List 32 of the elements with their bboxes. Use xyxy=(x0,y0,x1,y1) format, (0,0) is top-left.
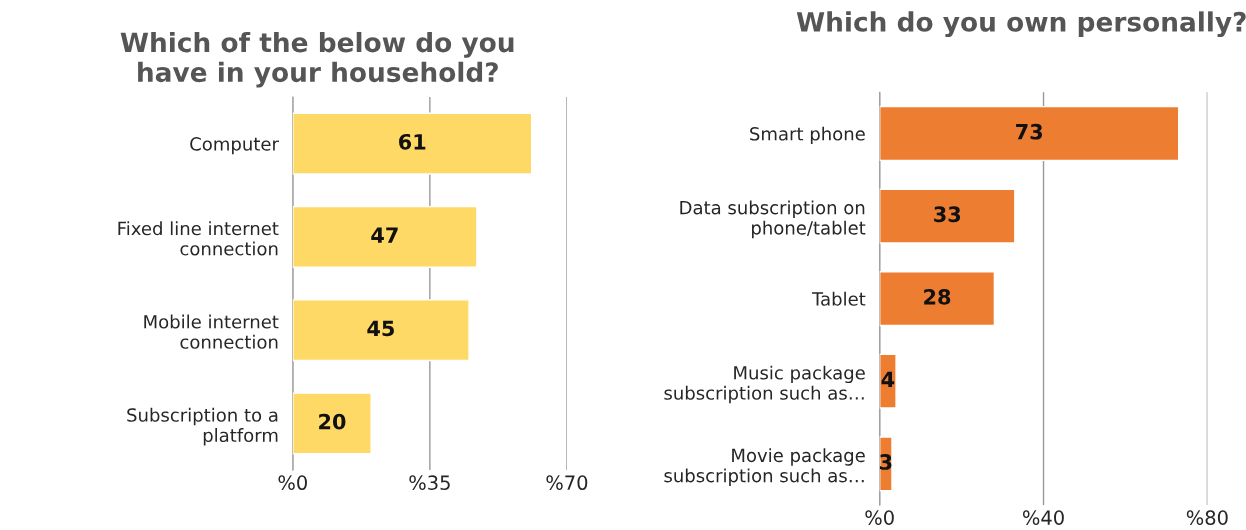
bar xyxy=(879,271,996,327)
x-tick-label: %35 xyxy=(409,475,450,491)
y-tick-label: Tablet xyxy=(811,291,866,306)
chart-title: Which of the below do you have in your household? xyxy=(120,31,514,88)
y-tick-label: Music package subscription such as… xyxy=(664,365,865,404)
bar xyxy=(292,112,533,175)
x-tick-label: %0 xyxy=(278,475,307,491)
data-label: 73 xyxy=(1016,123,1043,140)
y-tick-label: Mobile internet connection xyxy=(144,314,279,349)
data-label: 4 xyxy=(881,371,895,387)
data-label: 45 xyxy=(367,320,394,337)
y-tick-label: Smart phone xyxy=(750,126,865,145)
data-label: 20 xyxy=(319,413,346,430)
y-tick-label: Subscription to a platform xyxy=(127,407,278,446)
data-label: 47 xyxy=(371,227,398,243)
chart-title: Which do you own personally? xyxy=(796,11,1246,38)
y-tick-label: Data subscription on phone/tablet xyxy=(680,200,866,239)
x-tick-label: %70 xyxy=(546,475,588,491)
x-tick-label: %80 xyxy=(1186,510,1228,525)
data-label: 61 xyxy=(399,133,426,150)
x-tick-label: %0 xyxy=(865,510,894,525)
bar xyxy=(292,392,372,455)
y-tick-label: Fixed line internet connection xyxy=(118,221,279,256)
bar xyxy=(879,188,1016,244)
y-tick-label: Computer xyxy=(190,137,279,155)
y-tick-label: Movie package subscription such as… xyxy=(664,448,865,486)
data-label: 28 xyxy=(924,288,951,305)
bar xyxy=(292,299,470,362)
bar xyxy=(879,105,1180,162)
bar xyxy=(292,205,478,268)
x-tick-label: %40 xyxy=(1022,510,1064,525)
data-label: 33 xyxy=(934,206,961,223)
